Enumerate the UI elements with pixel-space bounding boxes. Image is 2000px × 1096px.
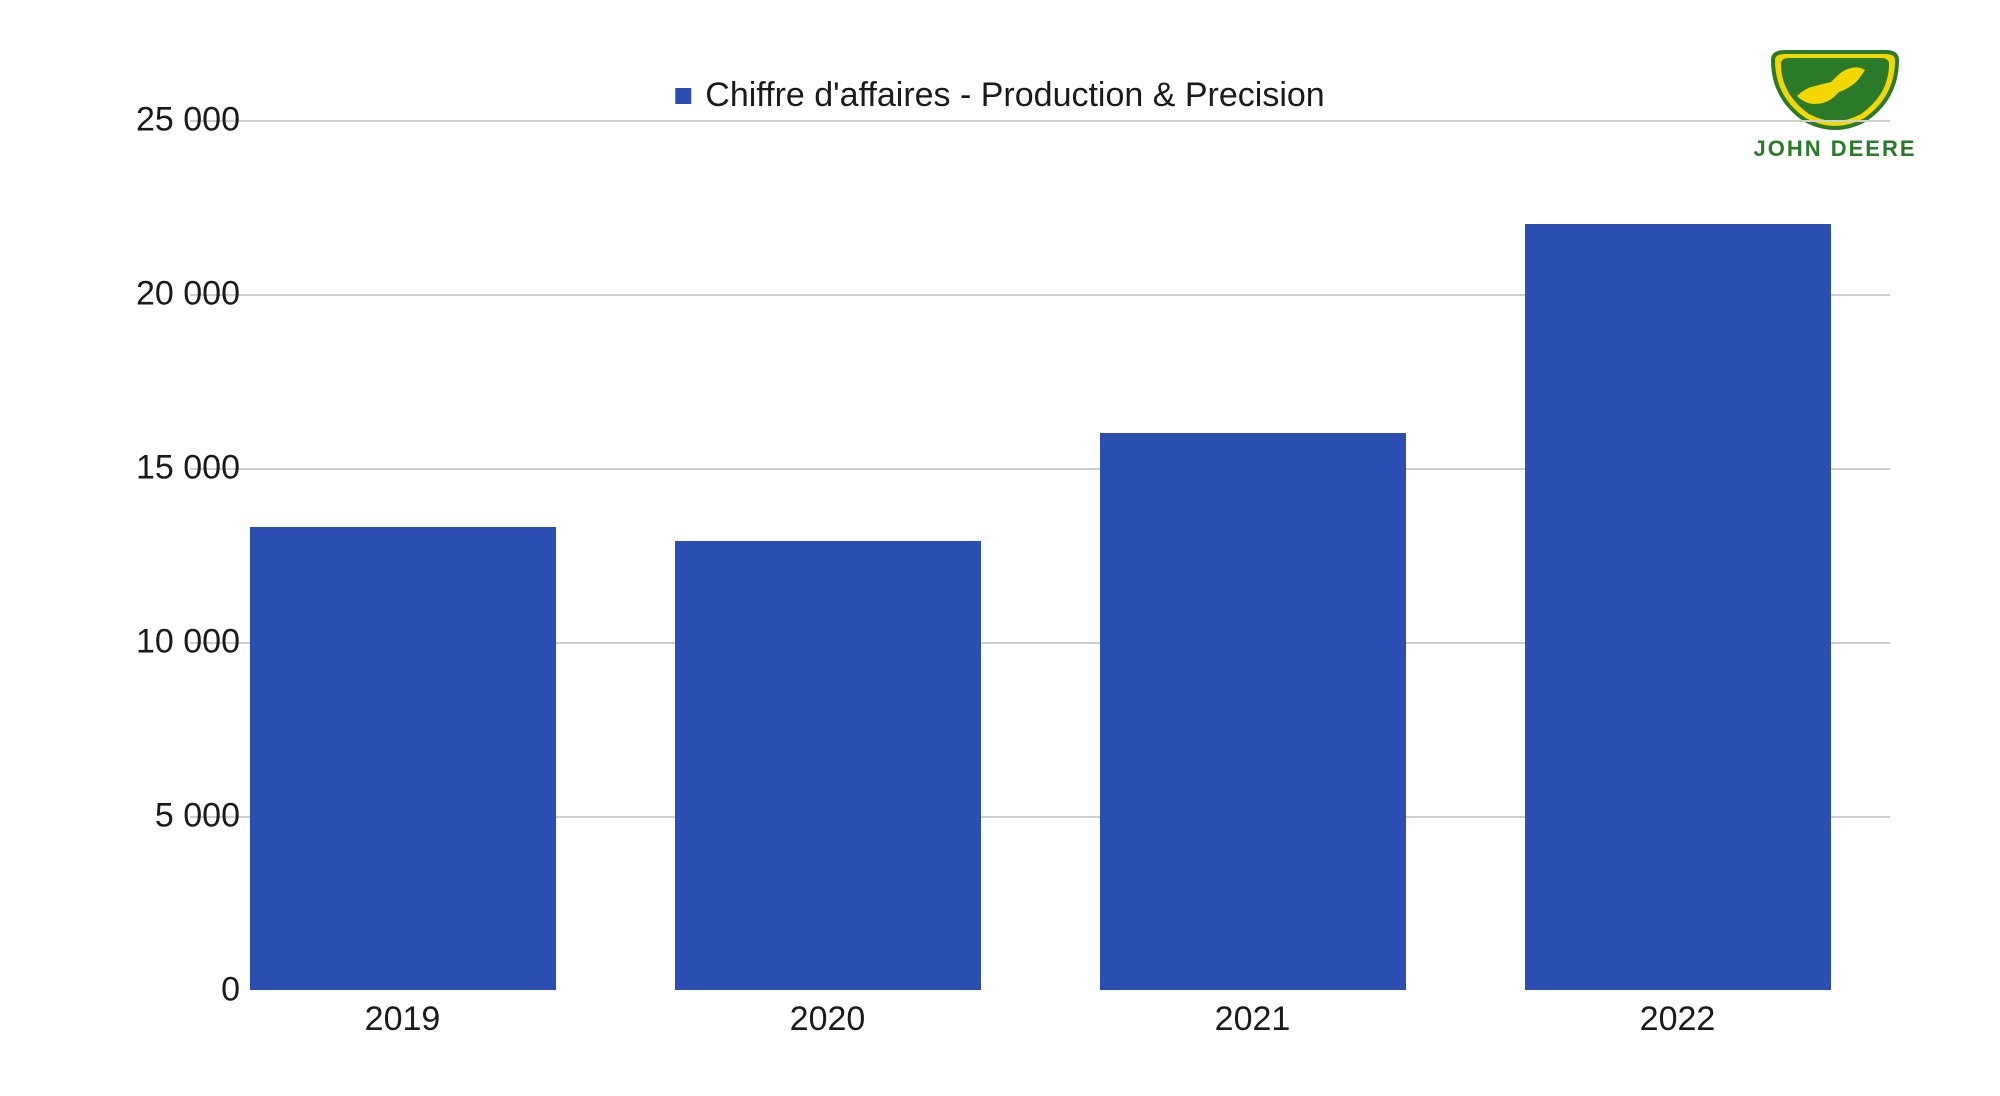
y-axis-tick-label: 0 xyxy=(100,971,240,1010)
chart-legend: Chiffre d'affaires - Production & Precis… xyxy=(675,76,1324,115)
plot-area xyxy=(190,120,1890,990)
x-axis-tick-label: 2022 xyxy=(1640,1000,1716,1039)
revenue-bar-chart: Chiffre d'affaires - Production & Precis… xyxy=(40,40,1960,1076)
bar xyxy=(1525,224,1831,990)
y-axis-tick-label: 25 000 xyxy=(100,101,240,140)
y-axis-tick-label: 15 000 xyxy=(100,449,240,488)
gridline xyxy=(190,120,1890,122)
legend-label: Chiffre d'affaires - Production & Precis… xyxy=(705,76,1324,115)
bar xyxy=(250,527,556,990)
x-axis-tick-label: 2021 xyxy=(1215,1000,1291,1039)
bar xyxy=(675,541,981,990)
y-axis-tick-label: 10 000 xyxy=(100,623,240,662)
y-axis-tick-label: 5 000 xyxy=(100,797,240,836)
legend-marker xyxy=(675,88,691,104)
x-axis-tick-label: 2020 xyxy=(790,1000,866,1039)
bar xyxy=(1100,433,1406,990)
y-axis-tick-label: 20 000 xyxy=(100,275,240,314)
x-axis-tick-label: 2019 xyxy=(365,1000,441,1039)
